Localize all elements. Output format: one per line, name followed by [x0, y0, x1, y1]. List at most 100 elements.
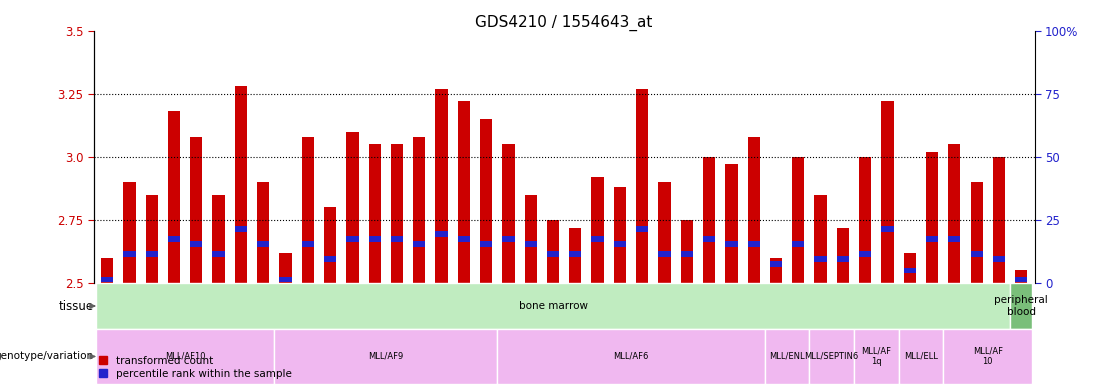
- Bar: [993, 157, 1005, 283]
- Bar: [146, 195, 158, 283]
- Bar: [547, 251, 559, 257]
- Bar: [814, 195, 827, 283]
- Bar: [681, 220, 693, 283]
- Bar: [414, 241, 426, 247]
- Bar: [190, 137, 203, 283]
- Bar: [703, 157, 715, 283]
- Text: MLL/AF9: MLL/AF9: [368, 352, 404, 361]
- Bar: [837, 256, 849, 262]
- Bar: [96, 329, 275, 384]
- Bar: [213, 251, 225, 257]
- Bar: [346, 236, 358, 242]
- Bar: [368, 236, 381, 242]
- Bar: [859, 157, 871, 283]
- Bar: [168, 111, 180, 283]
- Bar: [324, 207, 336, 283]
- Bar: [613, 241, 627, 247]
- Bar: [859, 251, 871, 257]
- Bar: [168, 236, 180, 242]
- Bar: [101, 258, 114, 283]
- Bar: [390, 236, 403, 242]
- Bar: [764, 329, 810, 384]
- Bar: [235, 226, 247, 232]
- Bar: [925, 236, 939, 242]
- Bar: [525, 241, 537, 247]
- Bar: [275, 329, 497, 384]
- Bar: [1015, 270, 1027, 283]
- Bar: [480, 119, 492, 283]
- Bar: [971, 251, 983, 257]
- Text: MLL/AF
1q: MLL/AF 1q: [861, 347, 891, 366]
- Bar: [301, 137, 314, 283]
- Text: MLL/AF6: MLL/AF6: [613, 352, 649, 361]
- Bar: [301, 241, 314, 247]
- Bar: [525, 195, 537, 283]
- Bar: [324, 256, 336, 262]
- Bar: [881, 101, 893, 283]
- Title: GDS4210 / 1554643_at: GDS4210 / 1554643_at: [475, 15, 653, 31]
- Bar: [390, 144, 403, 283]
- Bar: [770, 262, 782, 267]
- Text: MLL/AF
10: MLL/AF 10: [973, 347, 1003, 366]
- Text: genotype/variation: genotype/variation: [0, 351, 94, 361]
- Bar: [368, 144, 381, 283]
- Bar: [837, 228, 849, 283]
- Bar: [502, 144, 515, 283]
- Bar: [899, 329, 943, 384]
- Bar: [146, 251, 158, 257]
- Bar: [502, 236, 515, 242]
- Bar: [436, 231, 448, 237]
- Bar: [235, 86, 247, 283]
- Bar: [591, 236, 603, 242]
- Bar: [414, 137, 426, 283]
- Bar: [1010, 283, 1032, 329]
- Bar: [971, 182, 983, 283]
- Bar: [94, 283, 1035, 384]
- Text: bone marrow: bone marrow: [518, 301, 588, 311]
- Text: tissue: tissue: [58, 300, 94, 313]
- Bar: [993, 256, 1005, 262]
- Text: MLL/ELL: MLL/ELL: [904, 352, 938, 361]
- Text: MLL/SEPTIN6: MLL/SEPTIN6: [804, 352, 859, 361]
- Bar: [792, 157, 804, 283]
- Bar: [636, 89, 649, 283]
- Bar: [257, 182, 269, 283]
- Bar: [497, 329, 764, 384]
- Bar: [279, 253, 291, 283]
- Bar: [101, 276, 114, 282]
- Bar: [854, 329, 899, 384]
- Bar: [903, 253, 915, 283]
- Bar: [124, 251, 136, 257]
- Bar: [547, 220, 559, 283]
- Bar: [943, 329, 1032, 384]
- Bar: [658, 251, 671, 257]
- Bar: [748, 241, 760, 247]
- Bar: [636, 226, 649, 232]
- Bar: [613, 187, 627, 283]
- Bar: [925, 152, 939, 283]
- Bar: [810, 329, 854, 384]
- Bar: [436, 89, 448, 283]
- Bar: [480, 241, 492, 247]
- Bar: [569, 251, 581, 257]
- Bar: [726, 241, 738, 247]
- Bar: [792, 241, 804, 247]
- Bar: [748, 137, 760, 283]
- Bar: [703, 236, 715, 242]
- Bar: [814, 256, 827, 262]
- Bar: [346, 132, 358, 283]
- Bar: [257, 241, 269, 247]
- Bar: [591, 177, 603, 283]
- Text: peripheral
blood: peripheral blood: [995, 295, 1048, 317]
- Bar: [658, 182, 671, 283]
- Bar: [1015, 276, 1027, 282]
- Bar: [770, 258, 782, 283]
- Legend: transformed count, percentile rank within the sample: transformed count, percentile rank withi…: [99, 356, 291, 379]
- Text: MLL/AF10: MLL/AF10: [165, 352, 205, 361]
- Bar: [949, 236, 961, 242]
- Bar: [903, 268, 915, 273]
- Bar: [190, 241, 203, 247]
- Bar: [458, 101, 470, 283]
- Bar: [949, 144, 961, 283]
- Text: MLL/ENL: MLL/ENL: [769, 352, 805, 361]
